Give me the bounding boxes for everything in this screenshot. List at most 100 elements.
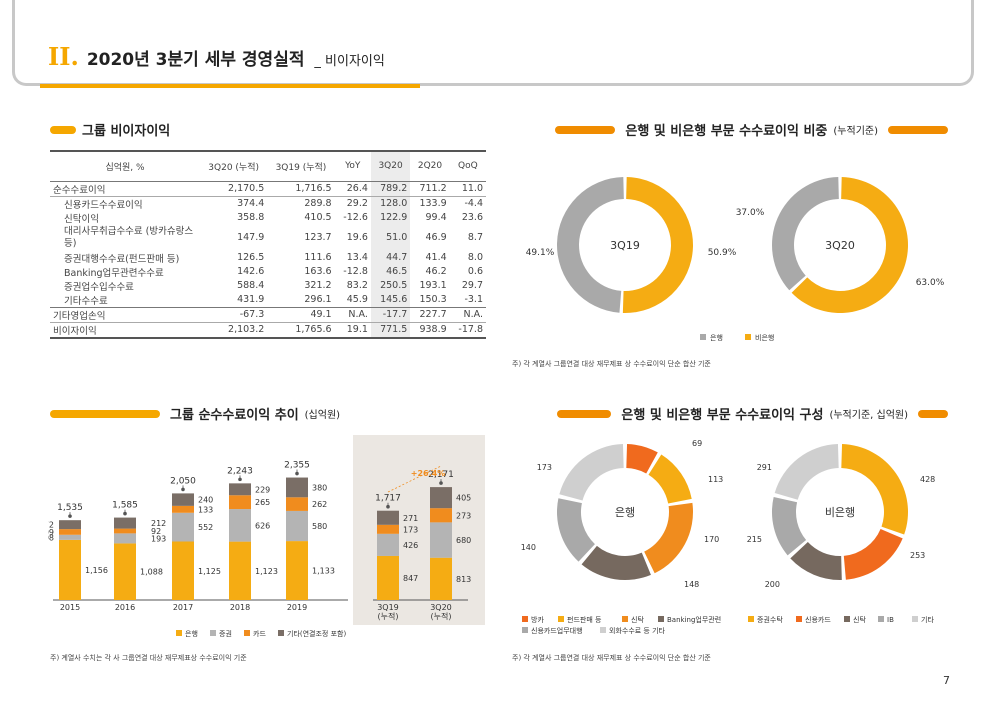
comp-slice-label: 69 bbox=[692, 439, 702, 448]
row-value: -17.8 bbox=[449, 321, 486, 339]
legend-label: 신용카드 bbox=[805, 615, 831, 624]
row-value: 193.1 bbox=[419, 280, 447, 291]
total-dot bbox=[123, 511, 127, 516]
table-row: 증권업수입수수료 588.4 321.2 83.2 250.5 193.1 29.7 bbox=[50, 278, 486, 293]
bar-segment bbox=[59, 520, 81, 530]
table-header-cell: 십억원, % bbox=[50, 150, 200, 182]
legend-swatch bbox=[658, 616, 664, 622]
table-row: 신용카드수수료이익 374.4 289.8 29.2 128.0 133.9 -4.4 bbox=[50, 196, 486, 211]
x-tick-label: 2019 bbox=[287, 603, 307, 612]
legend-swatch bbox=[244, 630, 250, 636]
growth-arrow bbox=[387, 465, 442, 493]
legend-label: 기타(연결조정 포함) bbox=[287, 629, 346, 638]
comp-slice-label: 200 bbox=[765, 580, 780, 589]
row-value: 2,170.5 bbox=[200, 180, 268, 197]
table-row: Banking업무관련수수료 142.6 163.6 -12.8 46.5 46.2 0.6 bbox=[50, 264, 486, 279]
bar-value-label: 552 bbox=[198, 523, 213, 532]
bar-value-label: 680 bbox=[456, 536, 471, 545]
bar-value-label: 92 bbox=[151, 527, 161, 536]
legend-swatch bbox=[700, 334, 706, 340]
row-value: 8.7 bbox=[467, 232, 483, 243]
comp-slice bbox=[557, 498, 595, 562]
bar-value-label: 1,123 bbox=[255, 567, 278, 576]
x-tick-label: 2015 bbox=[60, 603, 80, 612]
row-value: 49.1 bbox=[267, 306, 335, 323]
bar-value-label: 109 bbox=[48, 528, 54, 537]
bar-segment bbox=[286, 497, 308, 511]
comp-slice bbox=[843, 529, 903, 580]
row-label: 기타영업손익 bbox=[50, 306, 200, 323]
legend-label: IB bbox=[887, 616, 894, 624]
comp-slice-label: 173 bbox=[537, 463, 552, 472]
row-value: 122.9 bbox=[370, 210, 411, 225]
row-value: 19.1 bbox=[334, 321, 371, 339]
row-value: 23.6 bbox=[461, 212, 483, 223]
row-value: 431.9 bbox=[237, 294, 265, 305]
comp-section-title: 은행 및 비은행 부문 수수료이익 구성 (누적기준, 십억원) bbox=[557, 404, 948, 423]
donut-center-label: 비은행 bbox=[825, 506, 855, 519]
row-value: 1,765.6 bbox=[267, 321, 335, 339]
bar-segment bbox=[59, 529, 81, 535]
row-value: 588.4 bbox=[237, 280, 265, 291]
table-row: 신탁이익 358.8 410.5 -12.6 122.9 99.4 23.6 bbox=[50, 210, 486, 225]
bar-value-label: 813 bbox=[456, 575, 471, 584]
row-value: -4.4 bbox=[464, 198, 483, 209]
row-value: 133.9 bbox=[419, 198, 447, 209]
comp-slice-label: 253 bbox=[910, 551, 925, 560]
bar-segment bbox=[229, 495, 251, 510]
x-tick-label: 2017 bbox=[173, 603, 193, 612]
bar-segment bbox=[430, 557, 452, 600]
page-number: 7 bbox=[943, 674, 950, 687]
legend-label: 카드 bbox=[253, 629, 266, 638]
bar-total-label: 2,050 bbox=[170, 476, 196, 486]
nonbank-pct-label: 50.9% bbox=[708, 248, 737, 258]
row-label: Banking업무관련수수료 bbox=[64, 267, 164, 279]
legend-swatch bbox=[558, 616, 564, 622]
legend-label: 펀드판매 등 bbox=[567, 615, 602, 624]
bar-segment bbox=[430, 487, 452, 509]
bar-value-label: 229 bbox=[255, 485, 270, 494]
comp-slice-label: 170 bbox=[704, 535, 719, 544]
bar-value-label: 265 bbox=[255, 498, 270, 507]
share-donut-chart: 3Q19 49.1% 50.9% 3Q20 37.0% 63.0% 은행 비은행 bbox=[526, 177, 945, 342]
row-value: -17.7 bbox=[370, 306, 411, 323]
row-value: 142.6 bbox=[237, 266, 265, 277]
row-value: 19.6 bbox=[346, 232, 368, 243]
row-value: 0.6 bbox=[467, 266, 483, 277]
x-tick-label: 3Q19 bbox=[377, 603, 399, 612]
row-value: 46.5 bbox=[370, 264, 411, 279]
table-header-cell: 3Q20 (누적) bbox=[200, 150, 268, 182]
legend-swatch bbox=[522, 616, 528, 622]
bar-total-label: 2,355 bbox=[284, 461, 310, 471]
bank-pct-label: 37.0% bbox=[736, 208, 765, 218]
row-value: 45.9 bbox=[346, 294, 368, 305]
legend-swatch bbox=[844, 616, 850, 622]
bar-value-label: 847 bbox=[403, 574, 418, 583]
trend-section-title: 그룹 순수수료이익 추이 (십억원) bbox=[50, 404, 340, 423]
bar-value-label: 172 bbox=[48, 521, 54, 530]
growth-label: +26.4% bbox=[411, 469, 445, 478]
bar-total-label: 1,717 bbox=[375, 494, 401, 504]
bar-value-label: 133 bbox=[198, 505, 213, 514]
bar-value-label: 1,156 bbox=[85, 566, 108, 575]
bar-segment bbox=[286, 510, 308, 542]
row-value: 128.0 bbox=[370, 196, 411, 211]
row-value: 29.7 bbox=[461, 280, 483, 291]
row-value: 1,716.5 bbox=[267, 180, 335, 197]
table-row: 증권대행수수료(펀드판매 등) 126.5 111.6 13.4 44.7 41.4 8.0 bbox=[50, 250, 486, 265]
bar-value-label: 193 bbox=[151, 534, 166, 543]
row-value: 321.2 bbox=[304, 280, 332, 291]
nonbank-slice bbox=[622, 177, 694, 314]
legend-swatch bbox=[878, 616, 884, 622]
bar-segment bbox=[172, 512, 194, 542]
bar-value-label: 1,133 bbox=[312, 567, 335, 576]
legend-label: 은행 bbox=[185, 629, 198, 638]
bar-segment bbox=[229, 509, 251, 542]
table-row: 기타영업손익 -67.3 49.1 N.A. -17.7 227.7 N.A. bbox=[50, 306, 486, 323]
legend-swatch bbox=[912, 616, 918, 622]
row-value: 938.9 bbox=[410, 321, 450, 339]
table-row: 기타수수료 431.9 296.1 45.9 145.6 150.3 -3.1 bbox=[50, 292, 486, 307]
bank-pct-label: 49.1% bbox=[526, 248, 555, 258]
